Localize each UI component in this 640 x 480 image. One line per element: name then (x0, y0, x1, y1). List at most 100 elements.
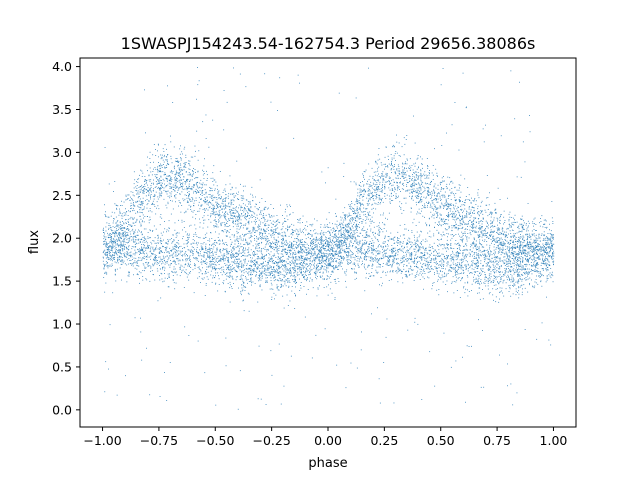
data-point (309, 280, 310, 282)
data-point (137, 231, 139, 233)
data-point (437, 224, 438, 225)
data-point (253, 255, 255, 257)
data-point (248, 267, 249, 269)
data-point (361, 331, 362, 333)
data-point (156, 263, 158, 265)
data-point (431, 202, 433, 204)
data-point (478, 250, 480, 252)
data-point (436, 271, 438, 273)
data-point (225, 207, 227, 209)
data-point (382, 247, 384, 249)
data-point (552, 275, 554, 277)
data-point (498, 271, 499, 273)
data-point (523, 245, 525, 246)
data-point (369, 225, 371, 227)
data-point (295, 244, 297, 245)
data-point (256, 263, 258, 265)
data-point (276, 252, 278, 254)
chart-title: 1SWASPJ154243.54-162754.3 Period 29656.3… (121, 34, 536, 53)
data-point (211, 211, 213, 212)
data-point (408, 252, 410, 254)
data-point (409, 254, 411, 255)
data-point (232, 226, 234, 228)
data-point (529, 236, 530, 238)
data-point (457, 251, 458, 252)
data-point (354, 236, 356, 238)
data-point (462, 223, 463, 225)
data-point (397, 240, 399, 241)
data-point (464, 258, 466, 260)
data-point (462, 72, 464, 74)
data-point (478, 287, 480, 289)
data-point (205, 243, 207, 245)
data-point (323, 231, 325, 233)
data-point (135, 212, 137, 214)
data-point (446, 258, 448, 260)
data-point (534, 239, 536, 241)
data-point (338, 92, 340, 94)
data-point (375, 180, 376, 182)
data-point (493, 260, 494, 262)
data-point (136, 219, 138, 221)
data-point (246, 199, 248, 201)
data-point (513, 224, 515, 226)
data-point (535, 270, 537, 272)
data-point (262, 265, 264, 267)
data-point (115, 240, 116, 242)
data-point (160, 176, 162, 178)
data-point (444, 228, 446, 230)
data-point (320, 260, 322, 262)
data-point (410, 265, 411, 267)
data-point (471, 245, 473, 247)
data-point (460, 280, 462, 282)
data-point (438, 273, 440, 275)
data-point (281, 262, 283, 263)
data-point (539, 252, 541, 254)
data-point (300, 246, 301, 247)
data-point (167, 184, 169, 186)
data-point (316, 258, 318, 260)
data-point (349, 220, 351, 222)
data-point (233, 267, 235, 268)
data-point (119, 249, 121, 251)
data-point (211, 200, 213, 201)
data-point (309, 260, 311, 262)
data-point (551, 247, 553, 249)
data-point (459, 196, 461, 198)
data-point (236, 276, 238, 278)
data-point (241, 215, 243, 217)
data-point (253, 268, 255, 270)
data-point (388, 260, 390, 262)
data-point (348, 214, 350, 216)
data-point (125, 199, 127, 201)
data-point (137, 259, 139, 261)
data-point (465, 196, 467, 197)
data-point (277, 263, 279, 265)
data-point (216, 249, 218, 251)
data-point (417, 177, 419, 179)
data-point (159, 165, 161, 166)
data-point (503, 259, 505, 261)
data-point (271, 229, 273, 231)
data-point (265, 214, 267, 216)
data-point (447, 291, 448, 293)
data-point (398, 142, 400, 144)
data-point (143, 206, 145, 208)
data-point (381, 246, 383, 248)
data-point (271, 226, 273, 228)
data-point (134, 239, 136, 241)
data-point (199, 253, 201, 255)
data-point (363, 214, 365, 216)
data-point (424, 203, 425, 205)
data-point (464, 249, 466, 251)
data-point (174, 196, 176, 198)
data-point (445, 268, 446, 270)
data-point (338, 265, 340, 267)
data-point (522, 227, 524, 229)
data-point (162, 182, 163, 184)
data-point (448, 195, 449, 197)
data-point (140, 249, 142, 251)
data-point (335, 278, 336, 280)
data-point (399, 170, 401, 172)
data-point (213, 165, 215, 167)
